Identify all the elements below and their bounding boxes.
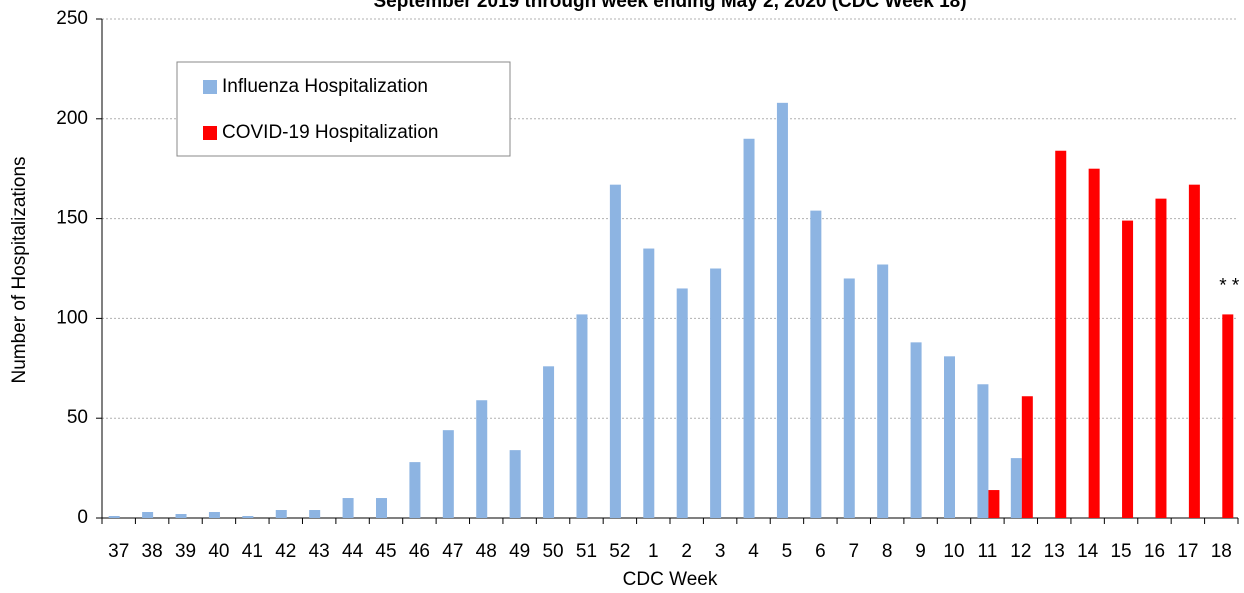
x-tick-label: 15: [1110, 541, 1131, 562]
bar: [810, 210, 822, 518]
bar: [409, 462, 421, 518]
bar: [442, 430, 454, 518]
x-tick-label: 17: [1177, 541, 1198, 562]
bar: [710, 268, 722, 518]
bar: [609, 184, 621, 518]
bar: [376, 498, 387, 518]
x-tick-label: 12: [1010, 541, 1031, 562]
legend-box: [176, 61, 511, 157]
y-tick-label: 0: [77, 507, 88, 528]
bar: [877, 264, 889, 518]
y-axis-label: Number of Hospitalizations: [9, 156, 30, 383]
bar: [910, 342, 922, 518]
x-tick-label: 4: [748, 541, 759, 562]
x-tick-label: 5: [782, 541, 793, 562]
y-tick-label: 200: [56, 108, 88, 129]
x-axis-label: CDC Week: [623, 569, 718, 590]
bar: [208, 512, 220, 518]
bar: [1088, 168, 1100, 518]
bar: [1010, 458, 1022, 518]
bar: [342, 498, 354, 518]
x-tick-label: 41: [242, 541, 263, 562]
x-tick-label: 3: [715, 541, 726, 562]
legend-swatch: [203, 126, 217, 140]
bar: [1122, 220, 1134, 518]
bar: [108, 516, 120, 518]
x-tick-label: 1: [648, 541, 659, 562]
bar: [275, 510, 287, 518]
legend-label: COVID-19 Hospitalization: [222, 122, 438, 143]
bar: [743, 138, 755, 518]
bar: [776, 102, 788, 518]
bar: [977, 384, 989, 518]
x-tick-label: 18: [1211, 541, 1232, 562]
bar: [175, 514, 187, 518]
bar: [1055, 150, 1067, 518]
x-tick-label: 40: [208, 541, 229, 562]
x-tick-label: 44: [342, 541, 364, 562]
bar: [142, 512, 154, 518]
y-tick-label: 50: [67, 407, 88, 428]
bar: [676, 288, 688, 518]
legend-label: Influenza Hospitalization: [222, 76, 428, 97]
bar: [576, 314, 588, 518]
x-tick-label: 9: [915, 541, 926, 562]
x-tick-label: 7: [848, 541, 859, 562]
x-tick-label: 45: [375, 541, 396, 562]
x-tick-label: 52: [609, 541, 630, 562]
x-tick-label: 38: [142, 541, 163, 562]
x-tick-label: 47: [442, 541, 463, 562]
x-tick-label: 49: [509, 541, 530, 562]
x-tick-label: 13: [1044, 541, 1065, 562]
bar: [1155, 198, 1167, 518]
bar: [843, 278, 855, 518]
y-tick-label: 100: [56, 307, 88, 328]
x-tick-label: 46: [409, 541, 430, 562]
x-tick-label: 39: [175, 541, 196, 562]
bar: [1188, 184, 1200, 518]
legend-swatch: [203, 80, 217, 94]
x-tick-label: 11: [978, 541, 998, 562]
chart-title: September 2019 through week ending May 2…: [373, 0, 966, 12]
x-tick-label: 37: [108, 541, 129, 562]
x-tick-label: 14: [1077, 541, 1099, 562]
bar: [988, 490, 1000, 518]
bar: [643, 248, 655, 519]
bar: [309, 510, 321, 518]
bar: [509, 450, 521, 518]
bar: [476, 400, 488, 518]
x-tick-label: 16: [1144, 541, 1165, 562]
x-tick-label: 6: [815, 541, 826, 562]
y-tick-label: 150: [56, 208, 88, 229]
x-tick-label: 50: [542, 541, 563, 562]
bar: [1021, 396, 1033, 518]
x-tick-label: 10: [943, 541, 964, 562]
bar: [1222, 314, 1234, 518]
annotation: * *: [1219, 275, 1240, 296]
x-tick-label: 2: [681, 541, 692, 562]
x-tick-label: 8: [882, 541, 893, 562]
y-tick-label: 250: [56, 8, 88, 29]
x-tick-label: 48: [476, 541, 497, 562]
bar: [242, 516, 254, 518]
x-tick-label: 43: [309, 541, 330, 562]
x-tick-label: 42: [275, 541, 296, 562]
bar: [543, 366, 555, 518]
bar: [944, 356, 955, 518]
x-tick-label: 51: [576, 541, 597, 562]
